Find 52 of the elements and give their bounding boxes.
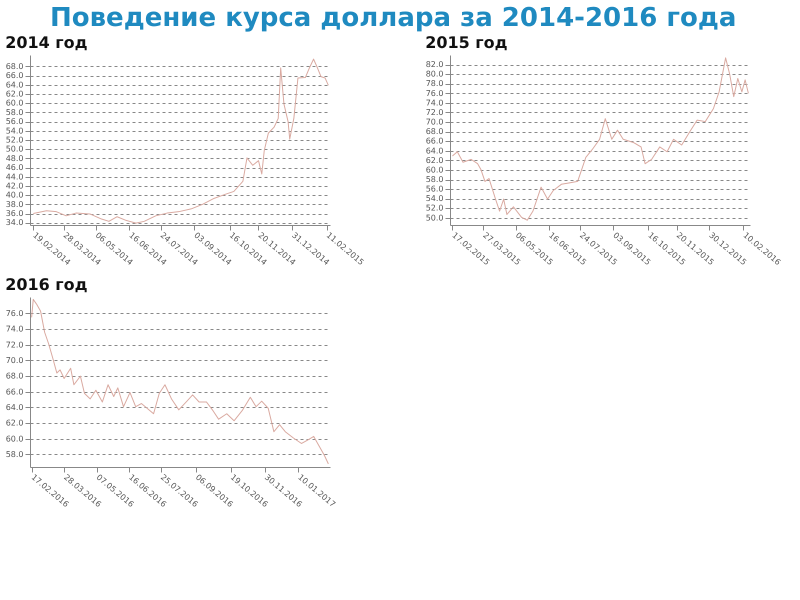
y-tick-label: 36.0 bbox=[6, 209, 24, 218]
y-tick-label: 54.0 bbox=[6, 126, 24, 136]
line-series bbox=[31, 298, 329, 464]
y-tick-label: 64.0 bbox=[6, 80, 24, 90]
y-tick-label: 44.0 bbox=[6, 172, 24, 182]
y-tick-label: 38.0 bbox=[6, 200, 24, 209]
y-tick-label: 34.0 bbox=[6, 218, 24, 228]
y-tick-label: 60.0 bbox=[426, 165, 444, 174]
y-tick-label: 62.0 bbox=[6, 418, 24, 428]
y-tick-label: 56.0 bbox=[426, 184, 444, 194]
y-tick-label: 52.0 bbox=[6, 136, 24, 144]
y-tick-label: 66.0 bbox=[6, 71, 24, 80]
line-series bbox=[32, 58, 329, 224]
y-tick-label: 40.0 bbox=[6, 190, 24, 200]
y-tick-label: 50.0 bbox=[6, 144, 24, 154]
y-tick-label: 42.0 bbox=[6, 181, 24, 190]
y-tick-label: 62.0 bbox=[426, 156, 444, 165]
y-tick-label: 68.0 bbox=[426, 127, 444, 136]
y-tick-label: 62.0 bbox=[6, 90, 24, 99]
y-tick-label: 54.0 bbox=[426, 194, 444, 204]
y-tick-label: 50.0 bbox=[426, 213, 444, 222]
y-tick-label: 56.0 bbox=[6, 117, 24, 126]
y-tick-label: 64.0 bbox=[426, 146, 444, 156]
y-tick-label: 60.0 bbox=[6, 98, 24, 108]
line-series bbox=[452, 57, 749, 221]
y-tick-label: 66.0 bbox=[426, 136, 444, 146]
y-tick-label: 46.0 bbox=[6, 163, 24, 172]
y-tick-label: 66.0 bbox=[6, 387, 24, 396]
y-tick-label: 72.0 bbox=[6, 340, 24, 350]
chart-subtitle: 2016 год bbox=[5, 275, 88, 294]
y-tick-label: 58.0 bbox=[6, 108, 24, 117]
y-tick-label: 72.0 bbox=[426, 108, 444, 117]
y-tick-label: 70.0 bbox=[6, 356, 24, 365]
y-tick-label: 80.0 bbox=[426, 70, 444, 79]
y-tick-label: 68.0 bbox=[6, 62, 24, 71]
y-tick-label: 82.0 bbox=[426, 60, 444, 70]
y-tick-label: 52.0 bbox=[426, 204, 444, 213]
y-tick-label: 76.0 bbox=[6, 308, 24, 318]
y-tick-label: 60.0 bbox=[6, 434, 24, 444]
y-tick-label: 58.0 bbox=[426, 175, 444, 184]
text: Поведение курса доллара за 2014-2016 года bbox=[50, 3, 736, 33]
chart-subtitle: 2015 год bbox=[425, 33, 508, 52]
y-tick-label: 48.0 bbox=[6, 154, 24, 163]
y-tick-label: 76.0 bbox=[426, 88, 444, 98]
chart-subtitle: 2014 год bbox=[5, 33, 88, 52]
y-tick-label: 68.0 bbox=[6, 372, 24, 381]
y-tick-label: 58.0 bbox=[6, 450, 24, 459]
y-tick-label: 78.0 bbox=[426, 79, 444, 88]
y-tick-label: 74.0 bbox=[426, 98, 444, 108]
y-tick-label: 64.0 bbox=[6, 402, 24, 412]
y-tick-label: 70.0 bbox=[426, 118, 444, 127]
y-tick-label: 74.0 bbox=[6, 324, 24, 334]
